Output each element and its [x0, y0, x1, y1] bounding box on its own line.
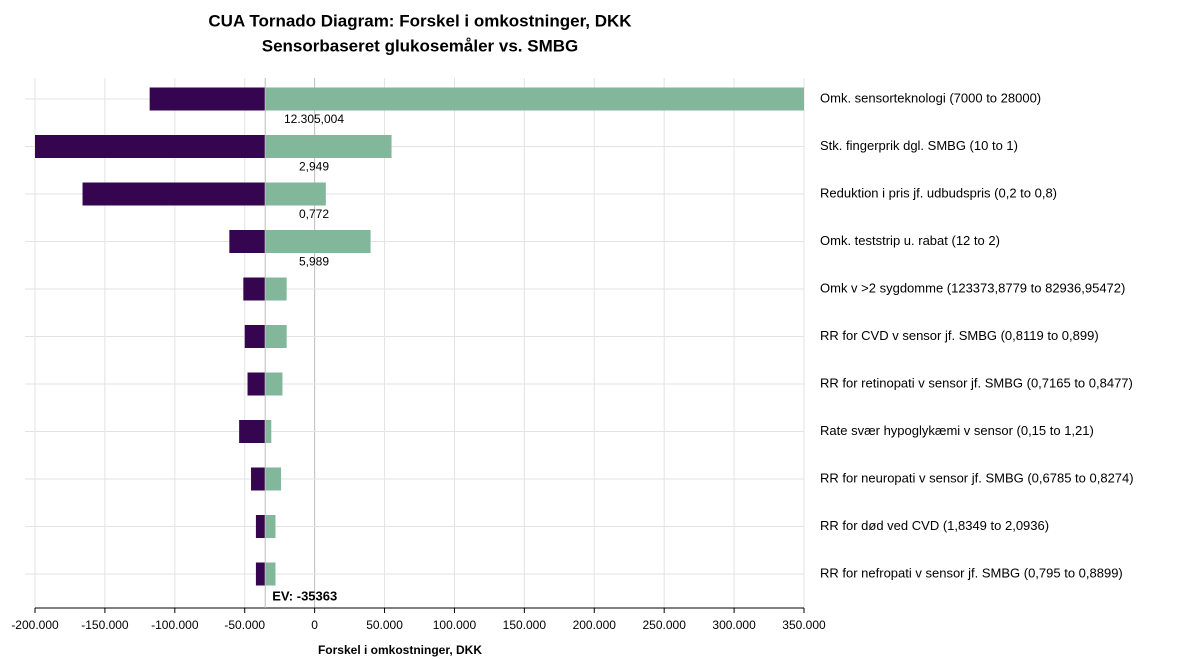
bar	[265, 372, 283, 396]
x-tick-label: 0	[311, 618, 318, 632]
bar	[82, 182, 266, 206]
bar	[265, 87, 804, 111]
bar	[265, 277, 287, 301]
y-tick-label: Omk v >2 sygdomme (123373,8779 to 82936,…	[820, 280, 1125, 295]
bar	[244, 325, 266, 348]
bar	[265, 420, 272, 443]
y-tick-label: Omk. sensorteknologi (7000 to 28000)	[820, 90, 1041, 105]
bar	[239, 420, 266, 443]
x-tick-label: -200.000	[11, 618, 59, 632]
bar	[265, 562, 276, 586]
break-even-label: 5,989	[299, 255, 329, 269]
y-tick-label: Reduktion i pris jf. udbudspris (0,2 to …	[820, 185, 1057, 200]
bar	[35, 135, 266, 158]
x-tick-label: 200.000	[573, 618, 617, 632]
y-tick-label: RR for CVD v sensor jf. SMBG (0,8119 to …	[820, 328, 1099, 343]
break-even-label: 12.305,004	[284, 112, 344, 126]
bar	[255, 562, 266, 586]
break-even-label: 0,772	[299, 207, 329, 221]
x-tick-label: 300.000	[712, 618, 756, 632]
bar	[265, 135, 392, 158]
bar	[265, 515, 276, 538]
y-tick-label: RR for død ved CVD (1,8349 to 2,0936)	[820, 518, 1049, 533]
bar	[251, 467, 266, 491]
x-tick-label: 100.000	[433, 618, 477, 632]
ev-label: EV: -35363	[272, 588, 337, 603]
x-axis-label: Forskel i omkostninger, DKK	[318, 643, 482, 657]
x-tick-label: 350.000	[782, 618, 826, 632]
y-tick-label: RR for neuropati v sensor jf. SMBG (0,67…	[820, 470, 1134, 485]
bar	[265, 467, 282, 491]
x-tick-label: -50.000	[224, 618, 265, 632]
x-tick-label: 50.000	[366, 618, 403, 632]
chart-title: CUA Tornado Diagram: Forskel i omkostnin…	[208, 11, 632, 30]
bar	[265, 230, 371, 253]
y-tick-label: Stk. fingerprik dgl. SMBG (10 to 1)	[820, 138, 1018, 153]
y-tick-label: Omk. teststrip u. rabat (12 to 2)	[820, 233, 1000, 248]
x-tick-label: -150.000	[81, 618, 129, 632]
y-tick-label: RR for retinopati v sensor jf. SMBG (0,7…	[820, 375, 1133, 390]
y-tick-label: Rate svær hypoglykæmi v sensor (0,15 to …	[820, 423, 1094, 438]
x-tick-label: -100.000	[151, 618, 199, 632]
bar	[149, 87, 266, 111]
bar	[229, 230, 266, 253]
chart-subtitle: Sensorbaseret glukosemåler vs. SMBG	[262, 36, 579, 55]
x-tick-label: 250.000	[642, 618, 686, 632]
bar	[243, 277, 266, 301]
bar	[247, 372, 266, 396]
bar	[255, 515, 266, 538]
y-tick-label: RR for nefropati v sensor jf. SMBG (0,79…	[820, 565, 1123, 580]
bar	[265, 182, 326, 206]
x-tick-label: 150.000	[503, 618, 547, 632]
bar	[265, 325, 287, 348]
break-even-label: 2,949	[299, 160, 329, 174]
